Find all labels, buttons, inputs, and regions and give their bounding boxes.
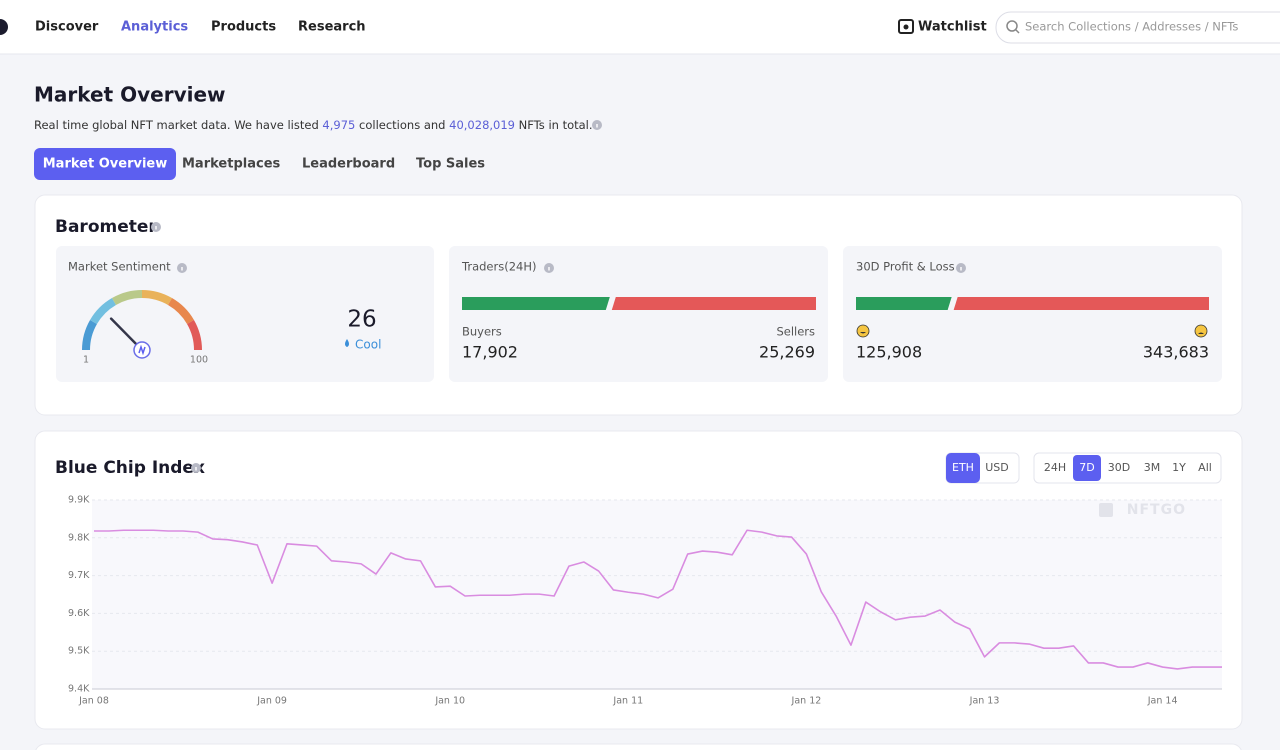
watchlist-icon-dot	[903, 24, 909, 30]
drop-icon	[345, 339, 349, 347]
range-option[interactable]: 3M	[1144, 461, 1161, 474]
gauge-arc	[82, 320, 98, 351]
logo[interactable]	[0, 19, 8, 35]
gauge-arc	[167, 298, 194, 325]
toggle-active[interactable]	[1073, 455, 1101, 481]
tab[interactable]: Top Sales	[416, 157, 485, 172]
y-tick-label: 9.6K	[68, 608, 90, 619]
crying-emoji	[1194, 324, 1208, 338]
plot-background	[92, 500, 1222, 689]
search-placeholder[interactable]: Search Collections / Addresses / NFTs	[1025, 20, 1238, 34]
ratio-bars	[462, 297, 1209, 310]
tab-active-bg[interactable]	[34, 148, 176, 180]
crying-emoji-mouth	[1198, 332, 1204, 334]
page-title: Market Overview	[34, 83, 226, 107]
currency-option[interactable]: USD	[985, 461, 1009, 474]
nav-item[interactable]: Discover	[35, 20, 99, 35]
subtitle-text: NFTs in total.	[515, 118, 593, 132]
happy-emoji	[856, 324, 870, 338]
profit-value: 125,908	[856, 343, 922, 362]
buyers-label: Buyers	[462, 325, 502, 339]
subtitle-text: Real time global NFT market data. We hav…	[34, 118, 322, 132]
x-tick-label: Jan 09	[256, 696, 287, 707]
tab[interactable]: Marketplaces	[182, 157, 281, 172]
chart-title: Blue Chip Index	[55, 458, 205, 478]
barometer-title: Barometer	[55, 217, 157, 237]
x-tick-label: Jan 08	[78, 696, 109, 707]
y-tick-label: 9.4K	[68, 684, 90, 695]
watchlist[interactable]: Watchlist	[918, 20, 987, 35]
sellers-value: 25,269	[759, 343, 815, 362]
page-subtitle: Real time global NFT market data. We hav…	[34, 118, 593, 132]
profit-loss-card	[843, 246, 1222, 382]
happy-emoji-mouth	[860, 332, 866, 334]
y-tick-label: 9.9K	[68, 495, 90, 506]
sentiment-mood: Cool	[355, 338, 381, 352]
watchlist-icon[interactable]	[898, 19, 914, 34]
search-icon	[1006, 20, 1018, 32]
gauge-arc	[141, 290, 172, 306]
range-option[interactable]: 30D	[1108, 461, 1130, 474]
currency-option[interactable]: ETH	[952, 461, 974, 474]
collections-count: 4,975	[322, 118, 355, 132]
nav-item[interactable]: Research	[298, 20, 366, 35]
watermark: NFTGO	[1127, 502, 1186, 518]
sellers-label: Sellers	[776, 325, 815, 339]
loss-value: 343,683	[1143, 343, 1209, 362]
red-bar	[611, 297, 816, 310]
buyers-value: 17,902	[462, 343, 518, 362]
gauge-arc	[186, 320, 202, 351]
search-box[interactable]	[995, 11, 1280, 44]
traders-label: Traders(24H)	[461, 260, 536, 274]
traders-card	[449, 246, 828, 382]
gauge-max: 100	[190, 355, 208, 366]
tab[interactable]: Market Overview	[43, 157, 167, 172]
profit-loss-label: 30D Profit & Loss	[856, 260, 955, 274]
watermark-logo	[1099, 503, 1113, 517]
x-tick-label: Jan 10	[434, 696, 465, 707]
range-option[interactable]: All	[1198, 461, 1212, 474]
nfts-count: 40,028,019	[449, 118, 515, 132]
y-tick-label: 9.7K	[68, 570, 90, 581]
y-tick-label: 9.8K	[68, 532, 90, 543]
nav-item[interactable]: Analytics	[121, 20, 188, 35]
green-bar	[462, 297, 610, 310]
x-tick-label: Jan 12	[791, 696, 822, 707]
x-tick-label: Jan 11	[612, 696, 643, 707]
red-bar	[953, 297, 1209, 310]
green-bar	[856, 297, 952, 310]
gauge-arc	[112, 290, 143, 306]
subtitle-text: collections and	[355, 118, 449, 132]
range-option[interactable]: 24H	[1044, 461, 1066, 474]
gauge-hub-logo	[138, 344, 146, 356]
sentiment-value: 26	[347, 307, 376, 333]
sentiment-label: Market Sentiment	[68, 260, 171, 274]
gauge-min: 1	[83, 355, 89, 366]
nav-item[interactable]: Products	[211, 20, 276, 35]
gauge-arc	[90, 298, 117, 325]
tabs: Market Overview Marketplaces Leaderboard To…	[34, 148, 485, 180]
tab[interactable]: Leaderboard	[302, 157, 395, 172]
range-option[interactable]: 7D	[1079, 461, 1094, 474]
chart: ETH USD 24H 7D 30D 3M 1Y All NFTGO 9.4K 9.5K 9.6K 9.…	[68, 453, 1222, 707]
next-card	[35, 743, 1242, 750]
x-tick-label: Jan 13	[969, 696, 1000, 707]
y-tick-label: 9.5K	[68, 646, 90, 657]
line-series	[94, 529, 1222, 670]
toggle-active[interactable]	[946, 453, 980, 483]
x-tick-label: Jan 14	[1147, 696, 1178, 707]
gauge	[82, 290, 202, 359]
search-icon-handle	[1014, 28, 1020, 34]
range-option[interactable]: 1Y	[1172, 461, 1186, 474]
